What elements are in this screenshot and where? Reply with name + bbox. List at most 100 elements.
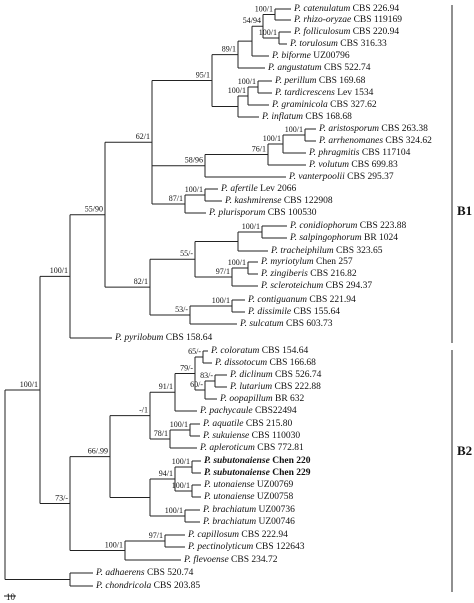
support-value: 62/1 xyxy=(136,132,150,141)
taxon-strain: UZ00796 xyxy=(313,51,350,61)
support-value: -/1 xyxy=(139,405,148,414)
taxon-name: P. diclinum xyxy=(229,370,273,380)
taxon-label: P. adhaerens CBS 520.74 xyxy=(95,568,194,578)
taxon-label: P. sukuiense CBS 110030 xyxy=(202,431,300,441)
taxon-name: P. angustatum xyxy=(267,63,322,73)
taxon-name: P. phragmitis xyxy=(308,148,360,158)
taxon-strain: CBS 215.80 xyxy=(246,419,293,429)
taxon-name: P. brachiatum xyxy=(202,505,256,515)
taxon-name: P. myriotylum xyxy=(260,257,314,267)
taxon-strain: CBS 526.74 xyxy=(275,370,322,380)
support-value: 100/1 xyxy=(170,420,188,429)
taxon-label: P. aristosporum CBS 263.38 xyxy=(318,124,428,134)
taxon-strain: Lev 1534 xyxy=(337,88,373,98)
taxon-strain: CBS 222.88 xyxy=(274,382,321,392)
taxon-name: P. inflatum xyxy=(261,111,303,122)
support-value: 100/1 xyxy=(185,185,203,194)
taxon-label: P. inflatum CBS 168.68 xyxy=(261,111,352,122)
support-value: 100/1 xyxy=(105,540,123,549)
taxon-label: P. utonaiense UZ00758 xyxy=(203,492,294,502)
support-value: 100/1 xyxy=(228,86,246,95)
taxon-name: P. biforme xyxy=(271,50,311,61)
taxon-label: P. phragmitis CBS 117104 xyxy=(308,148,411,158)
support-value: 83/- xyxy=(200,371,213,380)
taxon-name: P. flevoense xyxy=(183,554,229,565)
taxon-label: P. apleroticum CBS 772.81 xyxy=(199,443,304,453)
support-value: 100/1 xyxy=(165,506,183,515)
taxon-label: P. biforme UZ00796 xyxy=(271,50,350,61)
support-value: 97/1 xyxy=(149,531,163,540)
taxon-strain: CBS 122908 xyxy=(284,196,333,206)
taxon-label: P. dissimile CBS 155.64 xyxy=(247,307,340,317)
support-value: 94/1 xyxy=(159,469,173,478)
support-value: 79/- xyxy=(180,363,193,372)
support-value: 100/1 xyxy=(50,266,68,275)
taxon-label: P. brachiatum UZ00736 xyxy=(202,505,295,515)
support-value: 73/- xyxy=(55,493,68,502)
taxon-strain: CBS 117104 xyxy=(362,148,411,158)
taxon-name: P. adhaerens xyxy=(95,568,145,578)
taxon-name: P. dissimile xyxy=(247,307,291,317)
taxon-name: P. oopapillum xyxy=(219,394,273,404)
support-value: 66/.99 xyxy=(88,446,108,455)
taxon-label: P. rhizo-oryzae CBS 119169 xyxy=(293,15,402,25)
taxon-strain: UZ00769 xyxy=(257,480,294,490)
taxon-name: P. rhizo-oryzae xyxy=(293,15,351,25)
taxon-name: P. capillosum xyxy=(187,530,239,540)
taxon-name: P. catenulatum xyxy=(293,4,350,14)
support-value: 100/1 xyxy=(212,296,230,305)
taxon-strain: CBS22494 xyxy=(255,406,297,416)
support-value: 58/96 xyxy=(185,156,203,165)
taxon-label: P. perillum CBS 169.68 xyxy=(274,76,366,86)
taxon-strain: CBS 223.88 xyxy=(360,221,407,231)
taxon-strain: CBS 520.74 xyxy=(147,568,194,578)
support-value: 55/90 xyxy=(85,205,103,214)
taxon-name: P. aquatile xyxy=(202,419,243,429)
taxon-label: P. conidiophorum CBS 223.88 xyxy=(289,221,406,231)
taxon-name: P. sukuiense xyxy=(202,431,249,441)
taxon-strain: CBS 263.38 xyxy=(381,124,428,134)
support-value: 89/1 xyxy=(222,44,236,53)
taxon-name: P. sulcatum xyxy=(239,319,284,329)
support-value: 91/1 xyxy=(159,382,173,391)
taxon-name: P. utonaiense xyxy=(203,492,255,502)
taxon-strain: Lev 2066 xyxy=(260,184,296,194)
taxon-strain: CBS 234.72 xyxy=(231,555,278,565)
taxon-strain: CBS 327.62 xyxy=(330,100,377,110)
taxon-name: P. dissotocum xyxy=(214,358,267,368)
taxon-strain: Chen 257 xyxy=(316,257,353,267)
support-value: 100/1 xyxy=(238,77,256,86)
taxon-strain: CBS 168.68 xyxy=(305,112,352,122)
taxon-strain: UZ00736 xyxy=(259,505,296,515)
support-value: 100/1 xyxy=(259,28,277,37)
taxon-label: P. salpingophorum BR 1024 xyxy=(289,233,398,243)
taxon-name: P. apleroticum xyxy=(199,443,255,453)
taxon-name: P. scleroteichum xyxy=(260,281,323,291)
taxon-name: P. coloratum xyxy=(210,346,260,356)
taxon-strain: CBS 316.33 xyxy=(340,39,387,49)
taxon-label: P. subutonaiense Chen 229 xyxy=(204,468,311,478)
taxon-name: P. plurisporum xyxy=(208,208,265,218)
taxon-label: P. angustatum CBS 522.74 xyxy=(267,63,371,73)
scale-label: 10 xyxy=(6,592,16,602)
support-value: 76/1 xyxy=(252,144,266,153)
support-value: 100/1 xyxy=(263,134,281,143)
taxon-label: P. afertile Lev 2066 xyxy=(220,183,297,194)
taxon-strain: CBS 699.83 xyxy=(351,160,398,170)
taxon-name: P. brachiatum xyxy=(202,517,256,527)
taxon-label: P. dissotocum CBS 166.68 xyxy=(214,358,316,368)
support-value: 60/- xyxy=(190,380,203,389)
taxon-label: P. scleroteichum CBS 294.37 xyxy=(260,281,372,291)
taxon-label: P. volutum CBS 699.83 xyxy=(308,160,398,170)
taxon-strain: CBS 294.37 xyxy=(326,281,373,291)
taxon-name: P. contiguanum xyxy=(247,295,307,305)
taxon-label: P. kashmirense CBS 122908 xyxy=(224,196,333,206)
support-value: 65/- xyxy=(188,347,201,356)
taxon-name: P. tracheiphilum xyxy=(270,246,334,256)
taxon-label: P. diclinum CBS 526.74 xyxy=(229,370,322,380)
taxon-label: P. capillosum CBS 222.94 xyxy=(187,530,288,540)
taxon-strain: CBS 158.64 xyxy=(166,333,213,343)
taxon-label: P. utonaiense UZ00769 xyxy=(203,480,294,490)
taxon-name: P. pachycaule xyxy=(199,406,253,416)
